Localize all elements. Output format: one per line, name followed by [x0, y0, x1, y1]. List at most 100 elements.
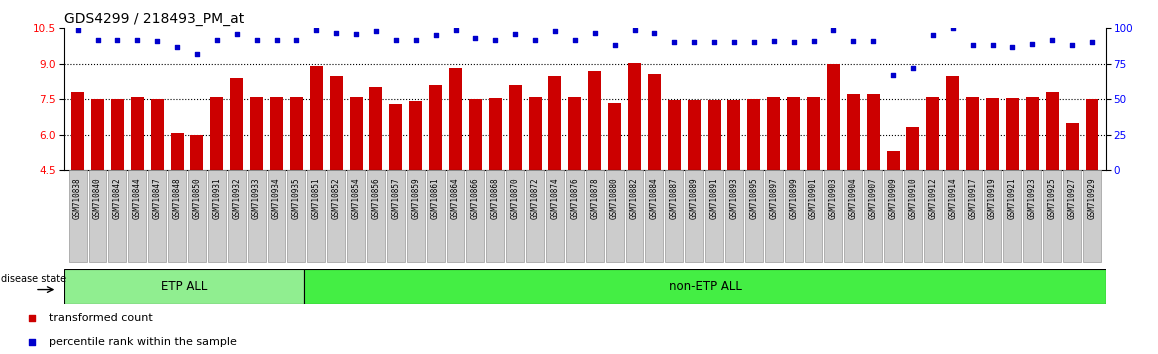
FancyBboxPatch shape — [824, 170, 842, 262]
Bar — [1085, 99, 1099, 276]
Bar — [926, 97, 939, 276]
Point — [586, 30, 604, 35]
Bar — [430, 85, 442, 276]
FancyBboxPatch shape — [526, 170, 544, 262]
Text: GSM710851: GSM710851 — [312, 177, 321, 219]
Bar — [569, 97, 581, 276]
Text: GSM710859: GSM710859 — [411, 177, 420, 219]
Point — [665, 40, 683, 45]
Point — [406, 37, 425, 42]
Point — [705, 40, 724, 45]
Text: ETP ALL: ETP ALL — [161, 280, 207, 293]
Bar — [190, 135, 204, 276]
Text: GSM710882: GSM710882 — [630, 177, 639, 219]
Point — [68, 27, 87, 33]
Text: GSM710899: GSM710899 — [789, 177, 798, 219]
Text: transformed count: transformed count — [49, 313, 153, 323]
Point — [467, 35, 485, 41]
Point — [327, 30, 345, 35]
FancyBboxPatch shape — [287, 170, 306, 262]
Bar — [389, 104, 402, 276]
Text: GSM710838: GSM710838 — [73, 177, 82, 219]
FancyBboxPatch shape — [267, 170, 286, 262]
FancyBboxPatch shape — [426, 170, 445, 262]
FancyBboxPatch shape — [625, 170, 644, 262]
Text: GSM710868: GSM710868 — [491, 177, 500, 219]
Bar — [330, 75, 343, 276]
Text: GSM710919: GSM710919 — [988, 177, 997, 219]
Bar — [807, 97, 820, 276]
FancyBboxPatch shape — [387, 170, 405, 262]
Point — [963, 42, 982, 48]
Point — [725, 40, 743, 45]
Point — [382, 2, 401, 8]
Text: GSM710910: GSM710910 — [909, 177, 917, 219]
Text: GSM710933: GSM710933 — [252, 177, 261, 219]
Point — [382, 214, 401, 219]
Point — [924, 33, 943, 38]
Point — [844, 38, 863, 44]
Bar — [966, 97, 980, 276]
Point — [287, 37, 306, 42]
Bar — [608, 103, 621, 276]
Point — [248, 37, 266, 42]
FancyBboxPatch shape — [686, 170, 703, 262]
FancyBboxPatch shape — [367, 170, 384, 262]
Text: GSM710880: GSM710880 — [610, 177, 620, 219]
FancyBboxPatch shape — [228, 170, 245, 262]
FancyBboxPatch shape — [1063, 170, 1082, 262]
Bar — [250, 97, 263, 276]
FancyBboxPatch shape — [864, 170, 882, 262]
Bar — [628, 63, 642, 276]
Point — [367, 28, 386, 34]
Text: GSM710872: GSM710872 — [530, 177, 540, 219]
Bar — [1065, 123, 1078, 276]
Point — [227, 31, 245, 37]
FancyBboxPatch shape — [745, 170, 763, 262]
FancyBboxPatch shape — [963, 170, 982, 262]
Bar — [211, 97, 223, 276]
FancyBboxPatch shape — [983, 170, 1002, 262]
Bar — [111, 99, 124, 276]
Text: GSM710912: GSM710912 — [929, 177, 937, 219]
Point — [1043, 37, 1062, 42]
Point — [486, 37, 505, 42]
Text: GSM710887: GSM710887 — [669, 177, 679, 219]
FancyBboxPatch shape — [805, 170, 822, 262]
FancyBboxPatch shape — [884, 170, 902, 262]
Bar — [170, 133, 183, 276]
Bar — [907, 127, 919, 276]
Point — [506, 31, 525, 37]
Text: percentile rank within the sample: percentile rank within the sample — [49, 337, 237, 347]
Point — [545, 28, 564, 34]
Point — [983, 42, 1002, 48]
Bar — [588, 71, 601, 276]
Point — [805, 38, 823, 44]
Bar — [151, 99, 163, 276]
Text: GSM710866: GSM710866 — [471, 177, 479, 219]
Text: GSM710854: GSM710854 — [352, 177, 360, 219]
Text: GSM710889: GSM710889 — [690, 177, 698, 219]
FancyBboxPatch shape — [705, 170, 723, 262]
Point — [864, 38, 882, 44]
Point — [307, 27, 325, 33]
Bar — [887, 151, 900, 276]
Point — [684, 40, 703, 45]
FancyBboxPatch shape — [68, 170, 87, 262]
Text: GSM710927: GSM710927 — [1068, 177, 1077, 219]
Text: GSM710931: GSM710931 — [212, 177, 221, 219]
FancyBboxPatch shape — [64, 269, 305, 304]
Point — [526, 37, 544, 42]
FancyBboxPatch shape — [844, 170, 863, 262]
Text: GSM710914: GSM710914 — [948, 177, 958, 219]
Point — [387, 37, 405, 42]
Text: GSM710876: GSM710876 — [571, 177, 579, 219]
Bar — [1006, 98, 1019, 276]
FancyBboxPatch shape — [447, 170, 464, 262]
Point — [745, 40, 763, 45]
Point — [346, 31, 365, 37]
Bar — [310, 66, 323, 276]
Text: GSM710864: GSM710864 — [450, 177, 460, 219]
Text: GSM710929: GSM710929 — [1087, 177, 1097, 219]
Bar — [230, 78, 243, 276]
